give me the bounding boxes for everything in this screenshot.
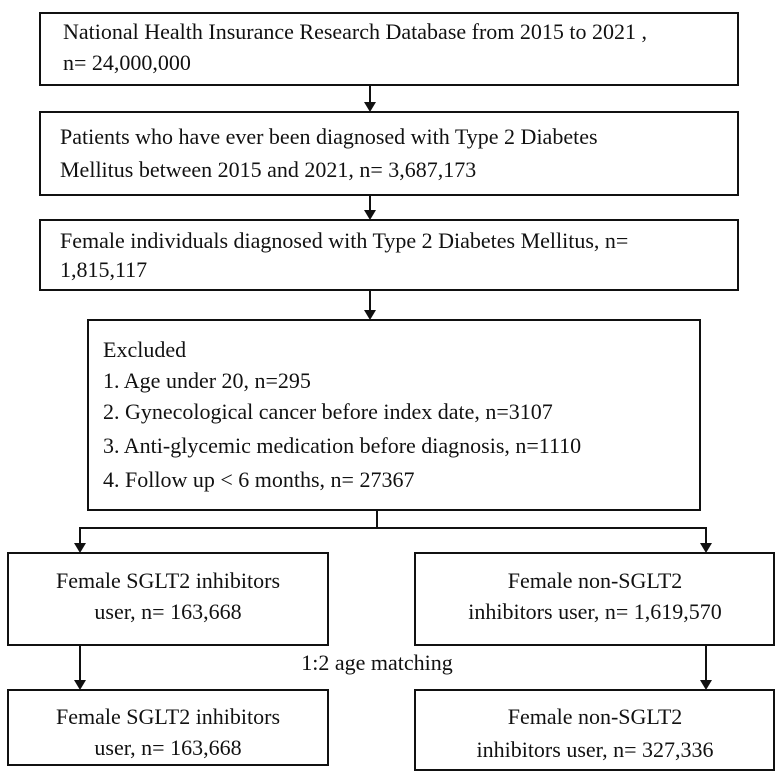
node-text: user, n= 163,668 xyxy=(94,735,241,760)
node-text: n= 24,000,000 xyxy=(63,50,191,75)
node-text: National Health Insurance Research Datab… xyxy=(63,19,647,44)
node-text: Patients who have ever been diagnosed wi… xyxy=(60,124,598,149)
arrowhead xyxy=(700,680,712,690)
node-text: 1,815,117 xyxy=(60,257,147,282)
node-text: 3. Anti-glycemic medication before diagn… xyxy=(103,433,581,458)
box xyxy=(39,111,739,196)
box xyxy=(39,219,739,291)
box xyxy=(87,319,701,511)
arrowhead xyxy=(364,102,376,112)
arrowhead xyxy=(364,210,376,220)
node-text: Female non-SGLT2 xyxy=(508,704,683,729)
box xyxy=(7,689,329,766)
box xyxy=(7,552,329,646)
arrowhead xyxy=(700,543,712,553)
box xyxy=(39,12,739,86)
node-text: inhibitors user, n= 327,336 xyxy=(476,737,713,762)
node-text: Female SGLT2 inhibitors xyxy=(56,704,280,729)
node-text: Mellitus between 2015 and 2021, n= 3,687… xyxy=(60,157,476,182)
arrowhead xyxy=(74,543,86,553)
node-text: Female non-SGLT2 xyxy=(508,568,683,593)
box xyxy=(414,689,775,771)
node-text: 2. Gynecological cancer before index dat… xyxy=(103,399,553,424)
arrowhead xyxy=(364,310,376,320)
arrowhead xyxy=(74,680,86,690)
edge-label: 1:2 age matching xyxy=(301,650,453,675)
node-text: Female individuals diagnosed with Type 2… xyxy=(60,228,628,253)
node-text: user, n= 163,668 xyxy=(94,599,241,624)
node-text: inhibitors user, n= 1,619,570 xyxy=(468,599,722,624)
box xyxy=(414,552,775,646)
node-text: 4. Follow up < 6 months, n= 27367 xyxy=(103,467,414,492)
node-text: Excluded xyxy=(103,337,186,362)
node-text: 1. Age under 20, n=295 xyxy=(103,368,311,393)
node-text: Female SGLT2 inhibitors xyxy=(56,568,280,593)
